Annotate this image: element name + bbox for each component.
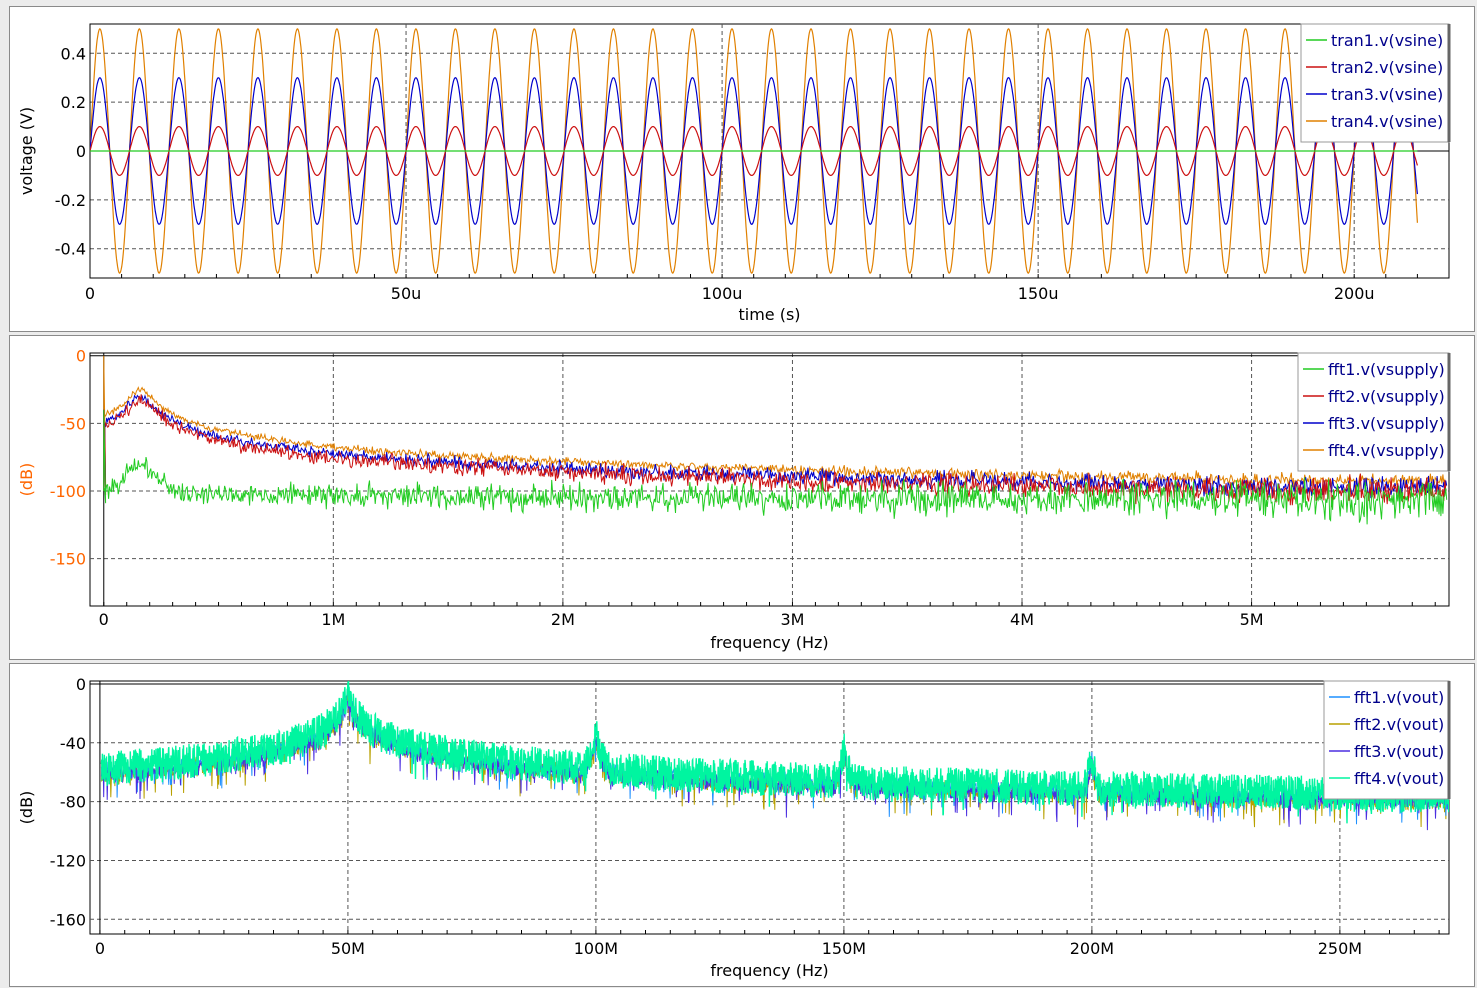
series-line-fft4.v(vsupply): [103, 355, 1447, 491]
y-tick-label: -0.2: [55, 191, 86, 210]
y-tick-label: -80: [60, 793, 86, 812]
x-tick-label: 150M: [822, 939, 866, 958]
y-tick-label: 0.2: [61, 93, 86, 112]
transient-plot-panel: 0 50u 100u 150u 200u 0.4 0.2 0 -0.2 -0.4 time (s) v…: [9, 6, 1475, 332]
series-group: [103, 355, 1448, 525]
series-line-fft1.v(vsupply): [103, 409, 1448, 525]
x-tick-label: 50u: [391, 284, 422, 303]
x-tick-label: 4M: [1010, 610, 1034, 629]
x-tick-label: 1M: [321, 610, 345, 629]
y-tick-label: -150: [50, 550, 86, 569]
legend-label: fft3.v(vout): [1354, 742, 1444, 761]
legend-label: fft4.v(vout): [1354, 769, 1444, 788]
legend-label: tran4.v(vsine): [1331, 112, 1443, 131]
legend-label: tran3.v(vsine): [1331, 85, 1443, 104]
x-tick-label: 3M: [780, 610, 804, 629]
y-tick-label: 0: [76, 675, 86, 694]
legend-box: [1300, 23, 1450, 143]
legend-label: fft2.v(vsupply): [1328, 387, 1445, 406]
output-fft-plot-panel: 0 50M 100M 150M 200M 250M 0 -40 -80 -120 -160 frequ…: [9, 663, 1475, 987]
x-tick-label: 2M: [551, 610, 575, 629]
plot-area: [89, 680, 1450, 935]
y-axis-title: (dB): [17, 791, 36, 825]
legend-label: tran2.v(vsine): [1331, 58, 1443, 77]
supply-fft-chart[interactable]: 0 1M 2M 3M 4M 5M 0 -50 -100 -150 frequency (Hz) (dB…: [10, 336, 1474, 659]
series-group: [100, 681, 1449, 831]
x-axis-title: frequency (Hz): [710, 961, 828, 980]
x-tick-label: 0: [99, 610, 109, 629]
y-tick-label: 0: [76, 142, 86, 161]
y-axis-title: voltage (V): [17, 107, 36, 195]
x-axis-title: time (s): [738, 305, 800, 324]
y-tick-label: -40: [60, 734, 86, 753]
legend-label: fft1.v(vsupply): [1328, 360, 1445, 379]
y-tick-label: -50: [60, 414, 86, 433]
x-tick-label: 0: [95, 939, 105, 958]
series-line-fft4.v(vout): [100, 681, 1449, 824]
x-tick-label: 150u: [1018, 284, 1059, 303]
x-tick-label: 100u: [702, 284, 743, 303]
y-tick-label: -0.4: [55, 240, 86, 259]
x-tick-label: 5M: [1240, 610, 1264, 629]
legend-label: fft2.v(vout): [1354, 715, 1444, 734]
x-axis-title: frequency (Hz): [710, 633, 828, 652]
output-fft-chart[interactable]: 0 50M 100M 150M 200M 250M 0 -40 -80 -120 -160 frequ…: [10, 664, 1474, 986]
x-tick-label: 0: [85, 284, 95, 303]
series-group: [90, 28, 1418, 274]
y-tick-label: 0: [76, 347, 86, 366]
supply-fft-plot-panel: 0 1M 2M 3M 4M 5M 0 -50 -100 -150 frequency (Hz) (dB…: [9, 335, 1475, 660]
x-tick-label: 250M: [1318, 939, 1362, 958]
legend-label: fft1.v(vout): [1354, 688, 1444, 707]
legend-label: fft3.v(vsupply): [1328, 414, 1445, 433]
y-tick-label: -100: [50, 482, 86, 501]
legend-label: fft4.v(vsupply): [1328, 441, 1445, 460]
x-tick-label: 100M: [574, 939, 618, 958]
x-tick-label: 50M: [331, 939, 365, 958]
y-tick-label: -160: [50, 910, 86, 929]
x-tick-label: 200M: [1070, 939, 1114, 958]
transient-voltage-chart[interactable]: 0 50u 100u 150u 200u 0.4 0.2 0 -0.2 -0.4 time (s) v…: [10, 7, 1474, 331]
x-tick-label: 200u: [1334, 284, 1375, 303]
series-line-fft2.v(vsupply): [103, 394, 1447, 508]
legend-box: [1297, 352, 1450, 472]
legend-label: tran1.v(vsine): [1331, 31, 1443, 50]
y-tick-label: 0.4: [61, 44, 86, 63]
y-axis-title: (dB): [17, 463, 36, 497]
y-tick-label: -120: [50, 851, 86, 870]
